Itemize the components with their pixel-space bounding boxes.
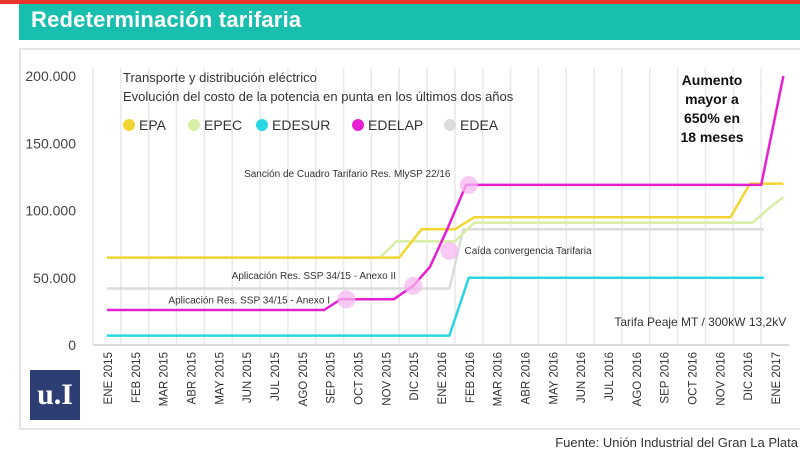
legend-swatch-edea: [444, 119, 456, 131]
x-tick-label: OCT 2015: [353, 352, 365, 405]
x-tick-label: ENE 2017: [771, 352, 783, 404]
x-tick-label: MAR 2015: [159, 352, 171, 406]
legend-label-edelap: EDELAP: [368, 117, 423, 133]
x-tick-label: SEP 2016: [660, 352, 672, 404]
x-tick-label: ABR 2016: [521, 352, 533, 404]
grid-lines: [92, 68, 789, 346]
x-tick-label: ENE 2015: [103, 352, 115, 404]
x-tick-label: MAR 2016: [493, 352, 505, 406]
annotation-convergencia: Caída convergencia Tarifaria: [464, 246, 592, 257]
annotation-ssp34-anexo2: Aplicación Res. SSP 34/15 - Anexo II: [232, 271, 396, 282]
y-axis-tick-labels: 0 50.000 100.000 150.000 200.000: [25, 68, 76, 353]
chart-frame: [19, 48, 800, 430]
x-tick-label: JUL 2015: [270, 352, 282, 401]
legend-swatch-edesur: [256, 119, 268, 131]
legend-label-epa: EPA: [139, 117, 167, 133]
x-tick-label: ABR 2015: [186, 352, 198, 404]
legend-label-edea: EDEA: [460, 117, 499, 133]
x-tick-label: OCT 2016: [688, 352, 700, 405]
legend-swatch-edelap: [352, 119, 364, 131]
callout-line: 18 meses: [680, 129, 743, 145]
x-tick-label: AGO 2016: [632, 352, 644, 406]
series-line-edea: [106, 228, 764, 290]
x-tick-label: DIC 2016: [743, 352, 755, 401]
y-tick-label: 100.000: [25, 203, 76, 219]
event-marker: [404, 276, 423, 295]
callout-line: Aumento: [682, 72, 743, 88]
legend-label-edesur: EDESUR: [272, 117, 330, 133]
series-line-epa: [106, 182, 784, 259]
x-tick-label: JUL 2016: [604, 352, 616, 401]
x-axis-tick-labels: ENE 2015 FEB 2015 MAR 2015 ABR 2015 MAY 2015…: [103, 352, 783, 406]
legend-swatch-epa: [123, 119, 135, 131]
x-tick-label: AGO 2015: [298, 352, 310, 406]
x-tick-label: NOV 2016: [715, 352, 727, 406]
x-tick-label: JUN 2015: [242, 352, 254, 403]
event-marker: [440, 241, 459, 260]
top-accent-rule: [0, 0, 800, 4]
chart-title: Transporte y distribución eléctrico: [123, 70, 317, 85]
annotations: Aplicación Res. SSP 34/15 - Anexo I Aplic…: [168, 169, 786, 329]
x-tick-label: JUN 2016: [576, 352, 588, 403]
event-markers: [337, 175, 478, 309]
x-tick-label: NOV 2015: [381, 352, 393, 406]
chart-subtitle: Evolución del costo de la potencia en pu…: [123, 89, 514, 104]
x-tick-label: FEB 2015: [131, 352, 143, 403]
y-tick-label: 0: [68, 337, 76, 353]
series-lines: [106, 75, 785, 337]
increase-callout: Aumento mayor a 650% en 18 meses: [680, 72, 743, 145]
callout-line: 650% en: [684, 110, 740, 126]
series-line-edelap: [106, 75, 785, 312]
page-title: Redeterminación tarifaria: [31, 7, 302, 32]
series-line-epec: [106, 196, 785, 259]
annotation-ssp34-anexo1: Aplicación Res. SSP 34/15 - Anexo I: [168, 295, 330, 306]
x-tick-label: ENE 2016: [437, 352, 449, 404]
event-marker: [337, 290, 356, 309]
legend-swatch-epec: [188, 119, 200, 131]
x-tick-label: SEP 2015: [326, 352, 338, 404]
header-banner: Redeterminación tarifaria: [19, 4, 800, 40]
annotation-cuadro: Sanción de Cuadro Tarifario Res. MlySP 2…: [244, 169, 451, 180]
series-line-edesur: [106, 276, 764, 337]
x-tick-label: MAY 2015: [214, 352, 226, 405]
legend: EPA EPEC EDESUR EDELAP EDEA: [123, 117, 499, 133]
source-note: Fuente: Unión Industrial del Gran La Pla…: [555, 435, 798, 450]
uigplp-logo: u.I: [30, 370, 80, 420]
x-tick-label: DIC 2015: [409, 352, 421, 401]
y-tick-label: 200.000: [25, 68, 76, 84]
y-tick-label: 150.000: [25, 135, 76, 151]
event-marker: [459, 175, 478, 194]
annotation-peaje: Tarifa Peaje MT / 300kW 13,2kV: [614, 315, 786, 329]
x-tick-label: MAY 2016: [548, 352, 560, 405]
y-tick-label: 50.000: [33, 270, 76, 286]
legend-label-epec: EPEC: [204, 117, 242, 133]
x-tick-label: FEB 2016: [465, 352, 477, 403]
callout-line: mayor a: [685, 91, 739, 107]
